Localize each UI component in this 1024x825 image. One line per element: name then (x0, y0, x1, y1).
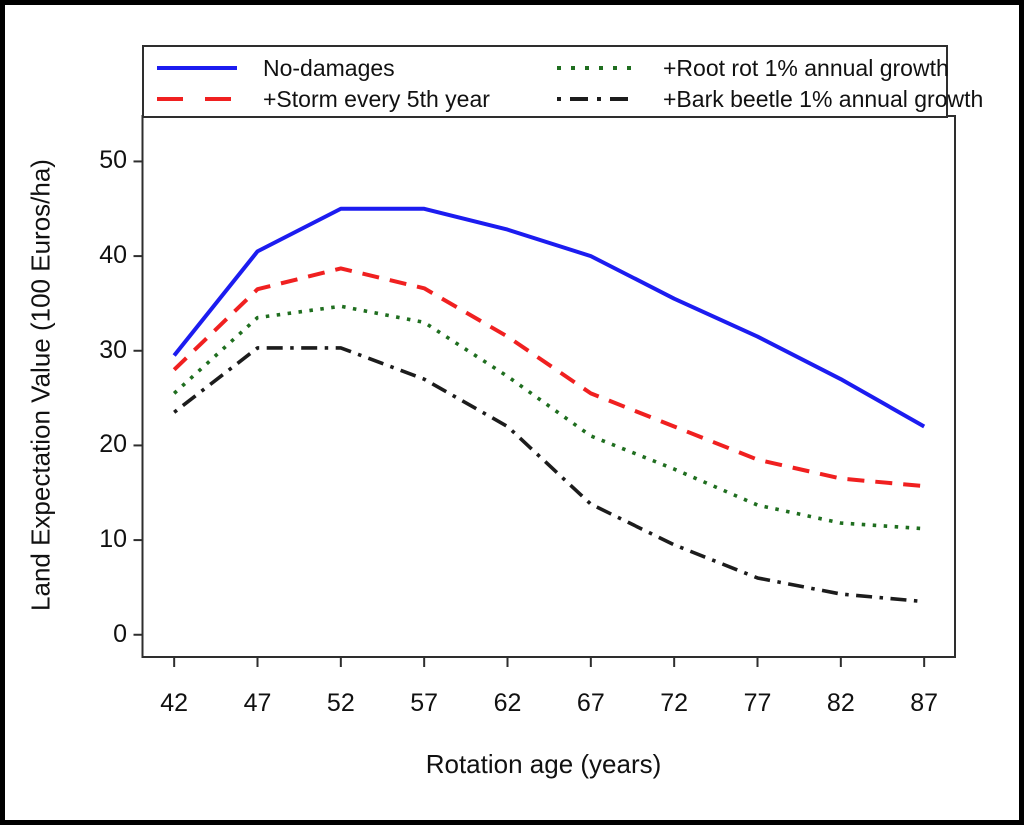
series-line-0 (172, 206, 926, 429)
x-tick-label: 82 (826, 689, 855, 717)
legend-item: +Storm every 5th year (157, 85, 557, 113)
y-tick-label: 30 (99, 335, 127, 364)
y-tick-label: 20 (99, 430, 127, 459)
series-line-1 (172, 266, 925, 489)
legend-label: +Root rot 1% annual growth (663, 54, 949, 81)
y-tick-label: 50 (99, 146, 127, 175)
x-tick-label: 62 (493, 689, 522, 717)
x-tick-label: 52 (326, 689, 355, 717)
x-tick-label: 47 (243, 689, 272, 717)
legend-item: +Root rot 1% annual growth (557, 54, 983, 82)
y-tick-label: 0 (113, 619, 127, 648)
legend-line-sample (157, 97, 237, 101)
y-tick-label: 10 (99, 525, 127, 554)
series-line-2 (172, 304, 925, 531)
legend-line-sample (557, 66, 637, 70)
x-axis-title: Rotation age (years) (425, 749, 662, 779)
legend-line-sample (557, 97, 637, 101)
legend-item: No-damages (157, 54, 557, 82)
legend-label: +Bark beetle 1% annual growth (663, 85, 984, 112)
legend-item: +Bark beetle 1% annual growth (557, 85, 983, 113)
y-axis-title: Land Expectation Value (100 Euros/ha) (25, 159, 56, 611)
plot-box (141, 115, 956, 658)
y-tick-label: 40 (99, 241, 127, 270)
x-tick-label: 42 (160, 689, 189, 717)
series-line-3 (173, 346, 925, 604)
x-tick-label: 77 (743, 689, 772, 717)
legend-line-sample (157, 66, 237, 70)
legend-label: No-damages (263, 54, 395, 81)
x-tick-label: 67 (576, 689, 605, 717)
legend-label: +Storm every 5th year (263, 85, 490, 112)
legend-box: No-damages +Root rot 1% annual growth +Sto… (142, 45, 983, 118)
x-tick-label: 57 (410, 689, 439, 717)
x-tick-label: 87 (910, 689, 939, 717)
x-tick-label: 72 (660, 689, 689, 717)
